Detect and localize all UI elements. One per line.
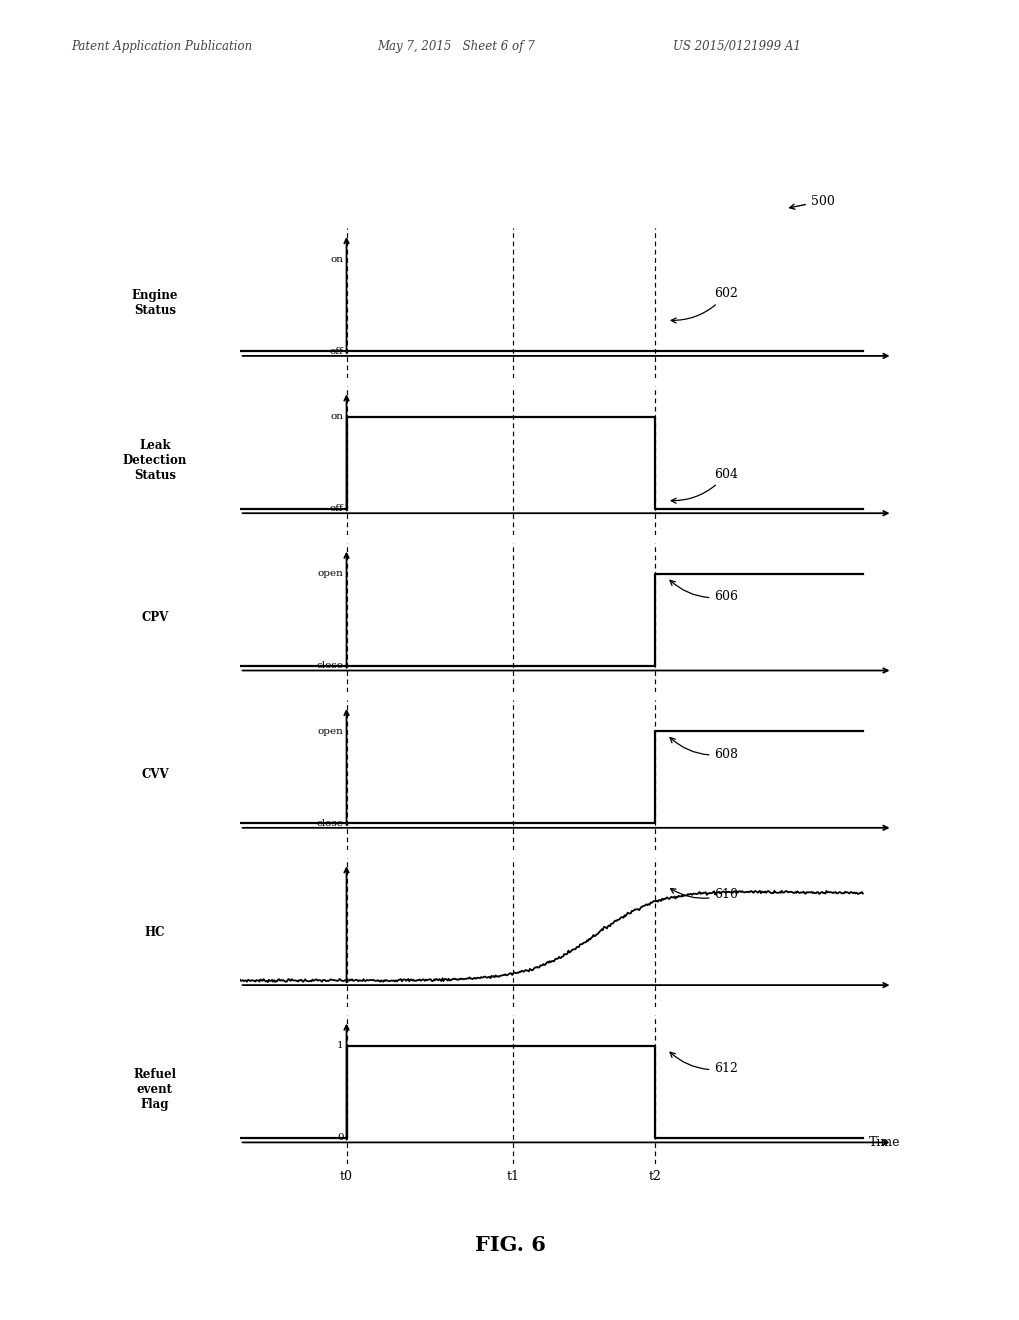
Text: Time: Time bbox=[868, 1137, 900, 1148]
Text: close: close bbox=[316, 661, 343, 671]
Text: 608: 608 bbox=[669, 738, 738, 760]
Text: close: close bbox=[316, 818, 343, 828]
Text: open: open bbox=[317, 569, 343, 578]
Text: CPV: CPV bbox=[141, 611, 168, 624]
Text: 612: 612 bbox=[669, 1052, 738, 1076]
Text: 604: 604 bbox=[671, 467, 738, 503]
Text: US 2015/0121999 A1: US 2015/0121999 A1 bbox=[673, 40, 800, 53]
Text: May 7, 2015   Sheet 6 of 7: May 7, 2015 Sheet 6 of 7 bbox=[377, 40, 535, 53]
Text: 500: 500 bbox=[789, 194, 834, 209]
Text: off: off bbox=[329, 347, 343, 356]
Text: t1: t1 bbox=[505, 1170, 519, 1183]
Text: 610: 610 bbox=[669, 888, 738, 900]
Text: FIG. 6: FIG. 6 bbox=[474, 1234, 545, 1255]
Text: 602: 602 bbox=[671, 288, 738, 323]
Text: Leak
Detection
Status: Leak Detection Status bbox=[122, 438, 186, 482]
Text: Refuel
event
Flag: Refuel event Flag bbox=[133, 1068, 176, 1111]
Text: open: open bbox=[317, 727, 343, 735]
Text: CVV: CVV bbox=[141, 768, 168, 781]
Text: 1: 1 bbox=[336, 1041, 343, 1051]
Text: on: on bbox=[330, 412, 343, 421]
Text: on: on bbox=[330, 255, 343, 264]
Text: 0: 0 bbox=[336, 1134, 343, 1142]
Text: off: off bbox=[329, 504, 343, 513]
Text: 606: 606 bbox=[669, 581, 738, 603]
Text: t2: t2 bbox=[648, 1170, 661, 1183]
Text: t0: t0 bbox=[339, 1170, 353, 1183]
Text: HC: HC bbox=[145, 925, 165, 939]
Text: Engine
Status: Engine Status bbox=[131, 289, 178, 317]
Text: Patent Application Publication: Patent Application Publication bbox=[71, 40, 253, 53]
